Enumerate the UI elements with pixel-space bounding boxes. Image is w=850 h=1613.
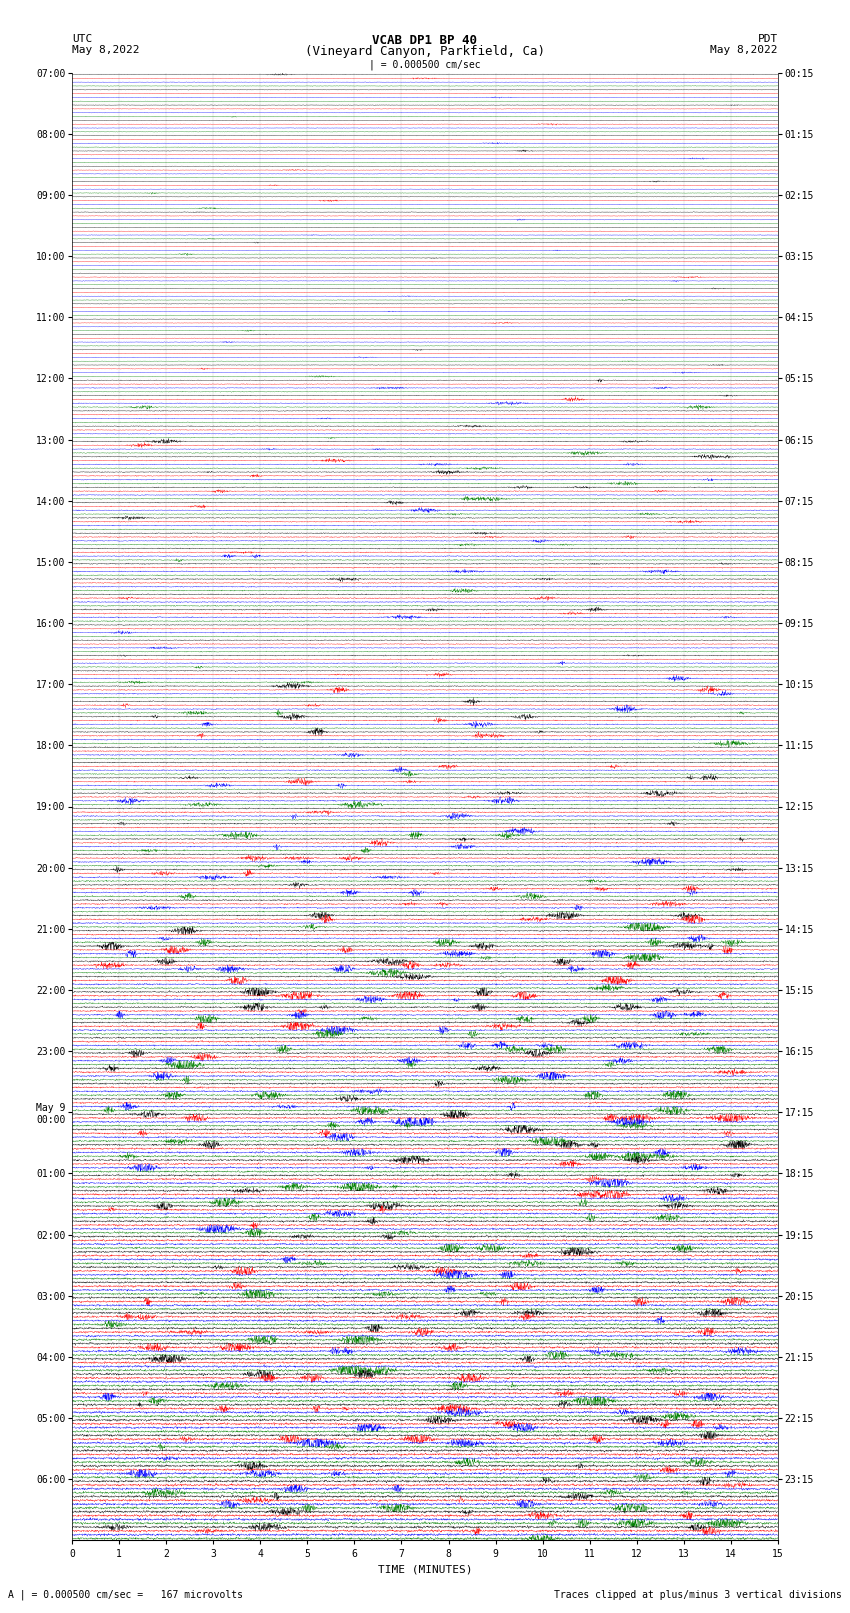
Text: UTC: UTC bbox=[72, 34, 93, 44]
Text: | = 0.000500 cm/sec: | = 0.000500 cm/sec bbox=[369, 60, 481, 71]
Text: A | = 0.000500 cm/sec =   167 microvolts: A | = 0.000500 cm/sec = 167 microvolts bbox=[8, 1589, 243, 1600]
Text: May 8,2022: May 8,2022 bbox=[711, 45, 778, 55]
Text: Traces clipped at plus/minus 3 vertical divisions: Traces clipped at plus/minus 3 vertical … bbox=[553, 1590, 842, 1600]
Text: (Vineyard Canyon, Parkfield, Ca): (Vineyard Canyon, Parkfield, Ca) bbox=[305, 45, 545, 58]
X-axis label: TIME (MINUTES): TIME (MINUTES) bbox=[377, 1565, 473, 1574]
Text: VCAB DP1 BP 40: VCAB DP1 BP 40 bbox=[372, 34, 478, 47]
Text: May 8,2022: May 8,2022 bbox=[72, 45, 139, 55]
Text: PDT: PDT bbox=[757, 34, 778, 44]
